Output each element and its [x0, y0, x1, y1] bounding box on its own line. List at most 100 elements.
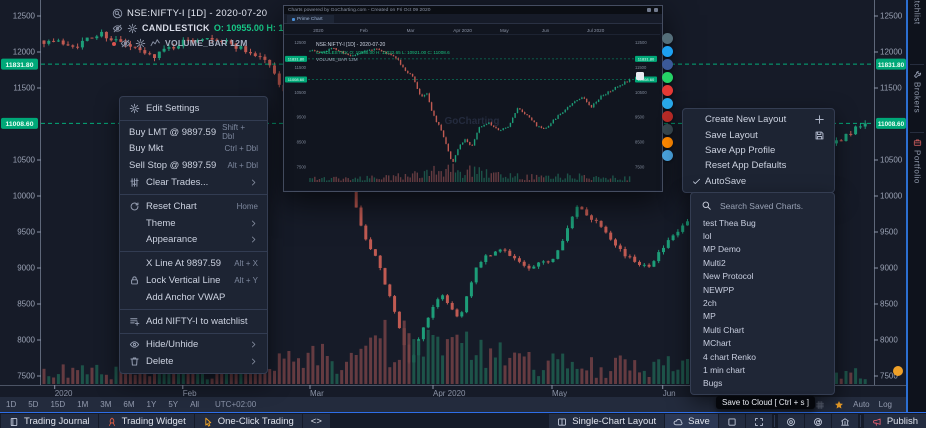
layout-menu-item-autosave[interactable]: AutoSave [683, 174, 834, 189]
menu-item-appearance[interactable]: Appearance [120, 232, 267, 249]
share-hackernews-icon[interactable] [662, 137, 673, 148]
sidebar-tab-brokers[interactable]: Brokers [908, 70, 926, 132]
share-twitter-icon[interactable] [662, 46, 673, 57]
timeframe-6m[interactable]: 6M [123, 400, 135, 409]
menu-item-sell-stop-9897-59[interactable]: Sell Stop @ 9897.59 Alt + Dbl [120, 157, 267, 174]
saved-chart-multi-chart[interactable]: Multi Chart [703, 324, 745, 335]
overlay-close-icon[interactable] [654, 8, 658, 12]
snapshot-overlay[interactable]: Charts powered by GoCharting.com - Creat… [283, 5, 663, 192]
share-telegram-icon[interactable] [662, 98, 673, 109]
saved-chart-bugs[interactable]: Bugs [703, 378, 723, 389]
publish-button[interactable]: Publish [863, 414, 926, 428]
layout-menu-item-save-app-profile[interactable]: Save App Profile [683, 143, 834, 158]
timeframe-3m[interactable]: 3M [100, 400, 112, 409]
reload-button[interactable] [804, 414, 831, 428]
menu-item-lock-vertical-line[interactable]: Lock Vertical Line Alt + Y [120, 272, 267, 289]
volume-settings-icon[interactable] [135, 38, 146, 49]
menu-item-reset-chart[interactable]: Reset Chart Home [120, 198, 267, 215]
saved-chart-mchart[interactable]: MChart [703, 338, 731, 349]
sidebar-tab-label: Brokers [912, 82, 922, 114]
svg-text:Apr 2020: Apr 2020 [453, 28, 472, 33]
save-button[interactable]: Save [665, 414, 718, 428]
grid-settings-icon[interactable] [815, 400, 825, 410]
timeframe-1m[interactable]: 1M [77, 400, 89, 409]
svg-text:10500: 10500 [880, 156, 903, 165]
svg-text:VOLUME_BAR 12M: VOLUME_BAR 12M [316, 57, 358, 62]
menu-item-edit-settings[interactable]: Edit Settings [120, 100, 267, 117]
svg-text:Feb: Feb [360, 28, 368, 33]
hide-series-icon[interactable] [112, 23, 123, 34]
menu-item-hide-unhide[interactable]: Hide/Unhide [120, 337, 267, 354]
share-reddit-icon[interactable] [662, 111, 673, 122]
saved-charts-search[interactable]: Search Saved Charts. [691, 193, 834, 216]
timeframe-1d[interactable]: 1D [6, 400, 17, 409]
share-linkedin-icon[interactable] [662, 150, 673, 161]
saved-chart-lol[interactable]: lol [703, 231, 712, 242]
menu-item-buy-lmt-9897-59[interactable]: Buy LMT @ 9897.59 Shift + Dbl [120, 123, 267, 141]
one-click-trading-button[interactable]: One-Click Trading [194, 414, 302, 428]
expand-icon [754, 417, 764, 427]
maximize-button[interactable] [718, 414, 745, 428]
saved-chart-mp-demo[interactable]: MP Demo [703, 244, 741, 255]
trading-journal-button[interactable]: Trading Journal [1, 414, 98, 428]
timeframe-15d[interactable]: 15D [50, 400, 66, 409]
overlay-tab-prime-chart[interactable]: Prime Chart [287, 15, 335, 23]
share-facebook-icon[interactable] [662, 59, 673, 70]
menu-item-add-anchor-vwap[interactable]: Add Anchor VWAP [120, 289, 267, 306]
notification-dot[interactable] [893, 366, 903, 376]
saved-chart-multi2[interactable]: Multi2 [703, 257, 726, 268]
log-scale-toggle[interactable]: Log [878, 400, 892, 409]
saved-chart-2ch[interactable]: 2ch [703, 298, 717, 309]
axis-controls: Auto Log [815, 400, 906, 410]
saved-chart-test-thea-bug[interactable]: test Thea Bug [703, 217, 756, 228]
timeframe-5d[interactable]: 5D [28, 400, 39, 409]
menu-divider [120, 308, 267, 310]
sidebar-tab-portfolio[interactable]: Portfolio [908, 138, 926, 206]
saved-chart-1-min-chart[interactable]: 1 min chart [703, 364, 746, 375]
menu-item-x-line-at-9897-59[interactable]: X Line At 9897.59 Alt + X [120, 255, 267, 272]
series-settings-icon[interactable] [127, 23, 138, 34]
svg-text:2020: 2020 [55, 389, 73, 398]
share-whatsapp-icon[interactable] [662, 72, 673, 83]
favorite-star-icon[interactable] [834, 400, 844, 410]
symbol-zoom-icon[interactable] [112, 8, 123, 19]
menu-item-buy-mkt[interactable]: Buy Mkt Ctrl + Dbl [120, 141, 267, 158]
menu-item-label: Add NIFTY-I to watchlist [146, 315, 248, 327]
sidebar-tab-watchlist[interactable]: Watchlist [908, 0, 926, 42]
svg-text:9000: 9000 [880, 264, 898, 273]
timeframe-all[interactable]: All [190, 400, 200, 409]
menu-item-shortcut: Home [236, 201, 258, 211]
svg-text:7500: 7500 [297, 165, 307, 170]
saved-chart-newpp[interactable]: NEWPP [703, 284, 735, 295]
layout-menu-item-create-new-layout[interactable]: Create New Layout [683, 112, 834, 127]
share-download-icon[interactable] [662, 33, 673, 44]
overlay-minimize-icon[interactable] [647, 8, 651, 12]
exchange-button[interactable] [831, 414, 858, 428]
share-pinterest-icon[interactable] [662, 85, 673, 96]
screenshot-button[interactable] [777, 414, 804, 428]
layout-menu-item-save-layout[interactable]: Save Layout [683, 127, 834, 142]
menu-item-clear-trades[interactable]: Clear Trades... [120, 174, 267, 191]
saved-chart-mp[interactable]: MP [703, 311, 716, 322]
chevron-right-icon [249, 357, 258, 366]
menu-item-add-nifty-i-to-watchlist[interactable]: Add NIFTY-I to watchlist [120, 313, 267, 330]
auto-scale-toggle[interactable]: Auto [853, 400, 870, 409]
hide-volume-icon[interactable] [120, 38, 131, 49]
single-chart-layout-button[interactable]: Single-Chart Layout [549, 414, 665, 428]
menu-item-theme[interactable]: Theme [120, 215, 267, 232]
saved-chart-4-chart-renko[interactable]: 4 chart Renko [703, 351, 756, 362]
search-placeholder: Search Saved Charts. [720, 200, 804, 211]
trading-widget-button[interactable]: Trading Widget [98, 414, 194, 428]
layout-menu-item-reset-app-defaults[interactable]: Reset App Defaults [683, 158, 834, 173]
timeframe-1y[interactable]: 1Y [146, 400, 157, 409]
code-button[interactable]: <> [302, 414, 330, 428]
fullscreen-button[interactable] [745, 414, 772, 428]
timezone-label[interactable]: UTC+02:00 [215, 400, 257, 409]
timeframe-5y[interactable]: 5Y [168, 400, 179, 409]
menu-item-delete[interactable]: Delete [120, 353, 267, 370]
square-icon [727, 417, 737, 427]
share-email-icon[interactable] [662, 124, 673, 135]
saved-chart-new-protocol[interactable]: New Protocol [703, 271, 754, 282]
sidebar-tab-label: Watchlist [912, 0, 922, 25]
save-label: Save [688, 416, 710, 427]
